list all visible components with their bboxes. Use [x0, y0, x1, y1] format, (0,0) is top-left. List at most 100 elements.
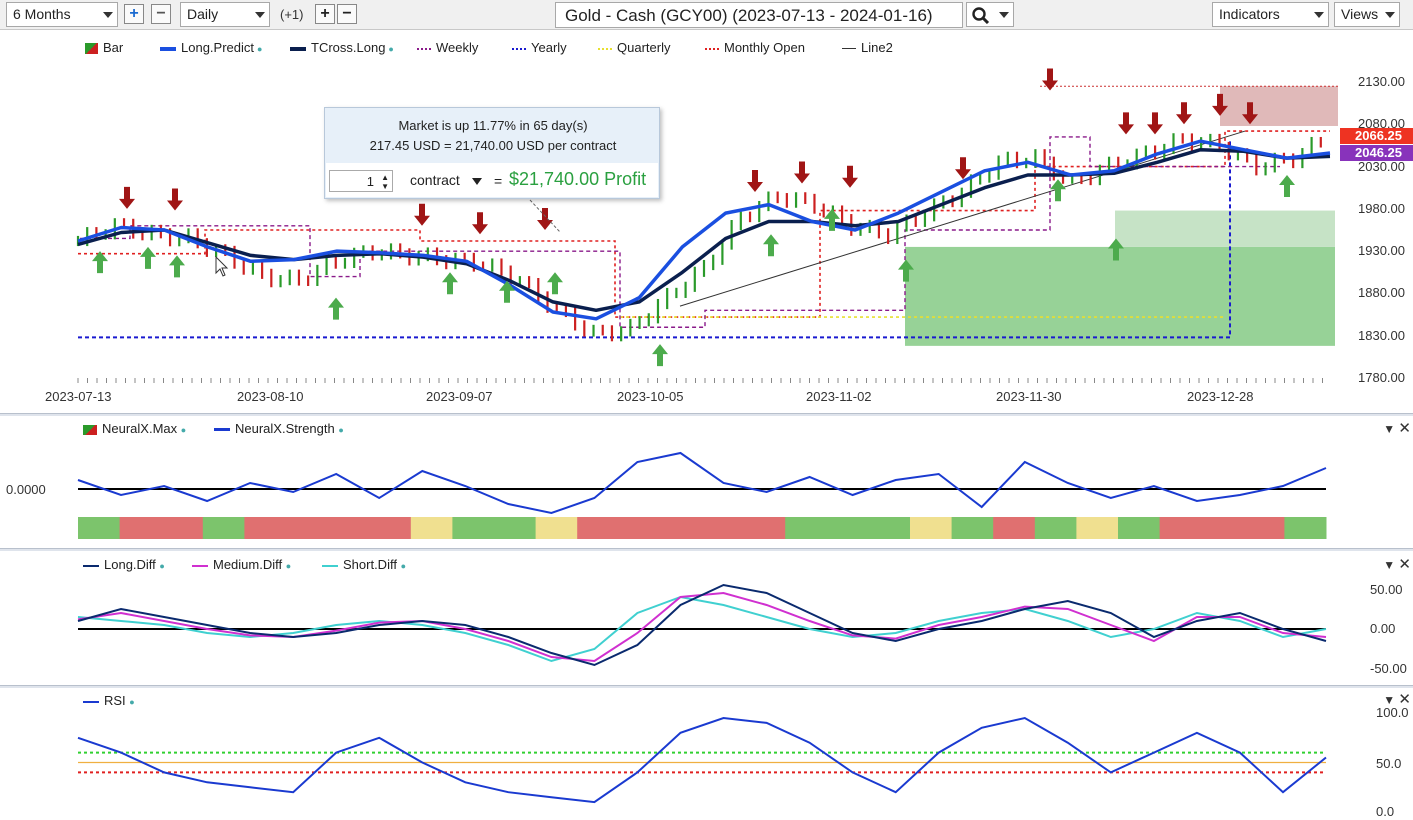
- sell-arrow-icon: [1118, 112, 1134, 135]
- bar-swatch-icon: [83, 424, 97, 435]
- date-tick-label: 2023-09-07: [426, 389, 493, 404]
- legend-swatch-icon: [598, 47, 612, 50]
- neural-max-block: [577, 517, 620, 539]
- date-tick-label: 2023-11-02: [806, 389, 872, 404]
- buy-arrow-icon: [92, 251, 108, 274]
- views-label: Views: [1341, 6, 1379, 22]
- sell-arrow-icon: [1212, 93, 1228, 116]
- symbol-title[interactable]: Gold - Cash (GCY00) (2023-07-13 - 2024-0…: [555, 2, 963, 28]
- neural-max-block: [369, 517, 412, 539]
- neural-max-block: [1159, 517, 1202, 539]
- chevron-down-icon: [999, 12, 1009, 18]
- neuralx-pane[interactable]: [0, 417, 1413, 547]
- legend-item[interactable]: Yearly: [512, 40, 567, 55]
- long-diff-line: [77, 583, 1327, 667]
- pane-divider[interactable]: [0, 685, 1413, 688]
- diff-pane[interactable]: [0, 552, 1413, 685]
- contract-label: contract: [410, 172, 460, 188]
- buy-arrow-icon: [140, 246, 156, 269]
- stepper-up-icon[interactable]: ▲: [381, 173, 389, 182]
- pane-menu-icon[interactable]: ▼: [1383, 558, 1396, 572]
- neuralx-strength-legend: NeuralX.Strength ●: [214, 421, 344, 436]
- neural-max-block: [1201, 517, 1244, 539]
- rsi-pane[interactable]: [0, 689, 1413, 820]
- price-tick-label: 1780.00: [1358, 370, 1405, 385]
- rsi-label: RSI: [104, 693, 126, 708]
- minus-icon: −: [342, 5, 352, 22]
- medium-diff-legend: Medium.Diff ●: [192, 557, 291, 572]
- views-select[interactable]: Views: [1334, 2, 1400, 27]
- offset-minus-button[interactable]: −: [337, 4, 357, 24]
- price-chart[interactable]: [0, 33, 1413, 413]
- zoom-out-button[interactable]: −: [151, 4, 171, 24]
- legend-swatch-icon: [160, 46, 176, 51]
- offset-plus-button[interactable]: +: [315, 4, 335, 24]
- neuralx-max-legend: NeuralX.Max ●: [83, 421, 186, 436]
- chevron-down-icon: [103, 12, 113, 18]
- legend-item[interactable]: Quarterly: [598, 40, 670, 55]
- qty-value: 1: [366, 174, 374, 189]
- date-tick-label: 2023-07-13: [45, 389, 112, 404]
- buy-arrow-icon: [824, 208, 840, 231]
- stepper-down-icon[interactable]: ▼: [381, 182, 389, 191]
- interval-value: Daily: [187, 6, 219, 22]
- neural-max-block: [410, 517, 453, 539]
- price-tick-label: 1980.00: [1358, 200, 1405, 216]
- profit-value: $21,740.00 Profit: [509, 169, 647, 189]
- chevron-down-icon: [1314, 12, 1324, 18]
- neural-max-block: [161, 517, 204, 539]
- pane-menu-icon[interactable]: ▼: [1383, 422, 1396, 436]
- neural-max-block: [910, 517, 953, 539]
- price-tick-label: 2130.00: [1358, 74, 1405, 89]
- pane-menu-icon[interactable]: ▼: [1383, 693, 1396, 707]
- neural-max-block: [494, 517, 537, 539]
- sell-arrow-icon: [472, 212, 488, 235]
- legend-item[interactable]: Line2: [842, 40, 893, 55]
- medium-diff-label: Medium.Diff: [213, 557, 283, 572]
- close-icon[interactable]: ✕: [1398, 420, 1411, 437]
- contract-select[interactable]: contract: [410, 172, 482, 188]
- line-swatch-icon: [83, 700, 99, 703]
- buy-arrow-icon: [1279, 175, 1295, 198]
- neuralx-max-label: NeuralX.Max: [102, 421, 178, 436]
- neural-max-block: [1284, 517, 1327, 539]
- indicators-select[interactable]: Indicators: [1212, 2, 1329, 27]
- dot-icon: ●: [338, 425, 344, 435]
- profit-zone: [905, 246, 1335, 346]
- legend-item[interactable]: Monthly Open: [705, 40, 805, 55]
- sell-arrow-icon: [1042, 68, 1058, 91]
- plus-icon: +: [129, 5, 139, 22]
- buy-arrow-icon: [898, 259, 914, 282]
- qty-stepper[interactable]: 1 ▲ ▼: [329, 170, 393, 192]
- pane-divider[interactable]: [0, 413, 1413, 416]
- symbol-title-text: Gold - Cash (GCY00) (2023-07-13 - 2024-0…: [565, 6, 933, 25]
- yearly-level-line: [78, 141, 1231, 339]
- sell-arrow-icon: [119, 186, 135, 209]
- diff-tick-label: 50.00: [1370, 582, 1403, 597]
- close-icon[interactable]: ✕: [1398, 556, 1411, 573]
- sell-arrow-icon: [1147, 112, 1163, 135]
- pane-divider[interactable]: [0, 548, 1413, 551]
- range-select[interactable]: 6 Months: [6, 2, 118, 27]
- price-tick-label: 1830.00: [1358, 327, 1405, 343]
- dot-icon: ●: [257, 44, 263, 54]
- close-icon[interactable]: ✕: [1398, 691, 1411, 708]
- legend-item[interactable]: Bar: [85, 40, 123, 55]
- resistance-zone: [1220, 86, 1338, 126]
- sell-arrow-icon: [842, 165, 858, 188]
- buy-arrow-icon: [547, 272, 563, 295]
- legend-swatch-icon: [705, 47, 719, 50]
- interval-select[interactable]: Daily: [180, 2, 270, 27]
- zoom-in-button[interactable]: +: [124, 4, 144, 24]
- neuralx-zero-label: 0.0000: [6, 482, 46, 497]
- legend-item[interactable]: TCross.Long ●: [290, 40, 394, 55]
- legend-label: Bar: [103, 40, 124, 55]
- legend-label: Yearly: [531, 40, 567, 55]
- search-button[interactable]: [966, 2, 1014, 27]
- short-diff-legend: Short.Diff ●: [322, 557, 406, 572]
- sell-arrow-icon: [414, 203, 430, 226]
- legend-item[interactable]: Long.Predict ●: [160, 40, 262, 55]
- sell-arrow-icon: [1176, 102, 1192, 125]
- legend-item[interactable]: Weekly: [417, 40, 478, 55]
- date-tick-label: 2023-10-05: [617, 389, 684, 404]
